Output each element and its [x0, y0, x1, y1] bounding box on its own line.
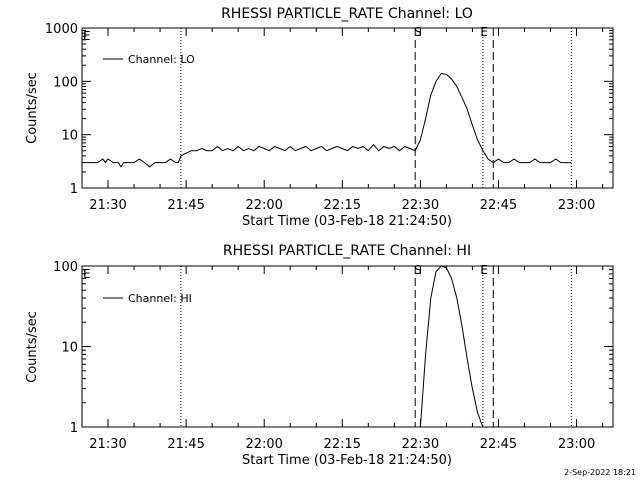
bottom-legend: Channel: HI: [103, 292, 192, 305]
bottom-series-line: [419, 265, 484, 428]
top-legend-label: Channel: LO: [128, 53, 195, 66]
top-x-tick-label: 21:45: [167, 198, 204, 213]
top-y-tick-label: 1: [70, 182, 78, 197]
bottom-x-tick-label: 23:00: [558, 437, 595, 452]
bottom-y-axis-label: Counts/sec: [25, 311, 40, 383]
top-night-marker-label: E: [83, 29, 91, 43]
bottom-chart-title: RHESSI PARTICLE_RATE Channel: HI: [223, 243, 471, 259]
bottom-saa-label-e: E: [480, 263, 488, 277]
top-x-tick-label: 22:15: [324, 198, 361, 213]
bottom-x-tick-label: 22:30: [402, 437, 439, 452]
top-plot-frame: [81, 27, 614, 189]
bottom-x-tick-label: 21:45: [167, 437, 204, 452]
bottom-x-tick-label: 22:15: [324, 437, 361, 452]
bottom-y-tick-label: 10: [61, 341, 78, 356]
bottom-y-axis: 1 10 100: [53, 260, 613, 436]
bottom-x-tick-label: 22:45: [480, 437, 517, 452]
bottom-x-axis-label: Start Time (03-Feb-18 21:24:50): [242, 453, 452, 468]
bottom-legend-label: Channel: HI: [128, 292, 192, 305]
bottom-x-axis: 21:30 21:45 22:00 22:15 22:30 22:45 23:00: [81, 266, 604, 452]
bottom-x-tick-label: 22:00: [245, 437, 282, 452]
top-y-axis-label: Counts/sec: [25, 72, 40, 144]
top-x-tick-label: 22:45: [480, 198, 517, 213]
bottom-y-tick-label: 1: [70, 421, 78, 436]
top-y-tick-label: 10: [61, 129, 78, 144]
top-x-tick-label: 22:30: [402, 198, 439, 213]
bottom-saa-label-s: S: [414, 263, 422, 277]
top-x-axis-label: Start Time (03-Feb-18 21:24:50): [242, 214, 452, 229]
top-saa-label-s: S: [414, 25, 422, 39]
top-y-axis: 1 10 100 1000: [45, 22, 613, 197]
top-series-line: [82, 72, 572, 168]
top-chart-title: RHESSI PARTICLE_RATE Channel: LO: [221, 6, 473, 22]
bottom-night-marker-label: E: [83, 267, 91, 281]
bottom-panel: RHESSI PARTICLE_RATE Channel: HI 110100 …: [25, 243, 614, 468]
top-x-tick-label: 21:30: [89, 198, 126, 213]
bottom-y-tick-label: 100: [53, 260, 78, 275]
top-y-tick-label: 100: [53, 75, 78, 90]
bottom-x-tick-label: 21:30: [89, 437, 126, 452]
top-saa-label-e: E: [480, 25, 488, 39]
top-x-tick-label: 22:00: [245, 198, 282, 213]
top-y-tick-label: 1000: [45, 22, 78, 37]
top-panel: RHESSI PARTICLE_RATE Channel: LO 1101001…: [25, 6, 614, 229]
top-legend: Channel: LO: [103, 53, 195, 66]
top-x-tick-label: 23:00: [558, 198, 595, 213]
top-x-axis: 21:30 21:45 22:00 22:15 22:30 22:45 23:00: [81, 28, 604, 213]
bottom-plot-frame: [81, 265, 614, 428]
footer-date-stamp: 2-Sep-2022 18:21: [564, 468, 636, 477]
